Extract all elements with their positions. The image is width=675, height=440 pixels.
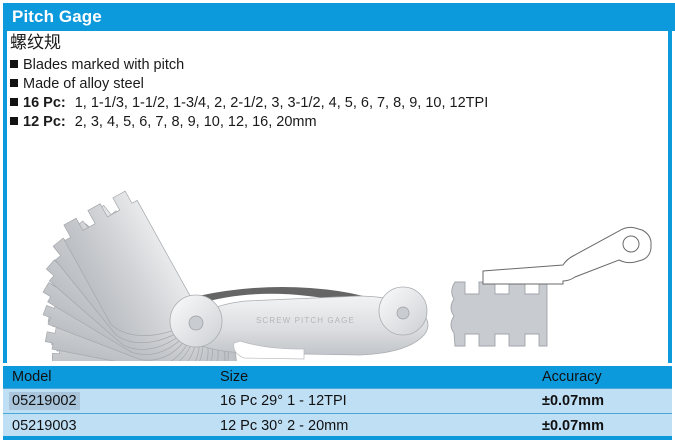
column-header-accuracy: Accuracy — [533, 366, 672, 389]
page-title: Pitch Gage — [12, 7, 102, 26]
table-bottom-rule — [3, 436, 672, 440]
rear-pivot-screw — [396, 306, 410, 320]
cell-accuracy: ±0.07mm — [533, 388, 672, 414]
feature-row-4: 12 Pc: 2, 3, 4, 5, 6, 7, 8, 9, 10, 12, 1… — [10, 113, 660, 132]
feature-label: 16 Pc: — [23, 95, 66, 111]
handle-engraving: SCREW PITCH GAGE — [256, 316, 355, 325]
specification-table: Model Size Accuracy 05219002 16 Pc 29° 1… — [3, 366, 672, 438]
column-header-size: Size — [211, 366, 533, 389]
cell-model[interactable]: 05219003 — [3, 413, 211, 438]
chinese-product-title: 螺纹规 — [10, 33, 61, 53]
square-bullet-icon — [10, 60, 18, 68]
feature-text: Made of alloy steel — [23, 76, 144, 92]
cell-accuracy: ±0.07mm — [533, 413, 672, 438]
product-photo: SCREW PITCH GAGE — [8, 163, 438, 440]
feature-label: 12 Pc: — [23, 114, 66, 130]
feature-text: 1, 1-1/3, 1-1/2, 1-3/4, 2, 2-1/2, 3, 3-1… — [74, 95, 489, 111]
table-row[interactable]: 05219002 16 Pc 29° 1 - 12TPI ±0.07mm — [3, 388, 672, 414]
pitch-gage-photograph-svg: SCREW PITCH GAGE — [42, 190, 429, 440]
gage-blade-outline — [482, 226, 652, 285]
handle-shadow — [198, 287, 408, 321]
table-row[interactable]: 05219003 12 Pc 30° 2 - 20mm ±0.07mm — [3, 413, 672, 438]
square-bullet-icon — [10, 98, 18, 106]
thread-profile-block — [450, 281, 548, 347]
cell-size: 12 Pc 30° 2 - 20mm — [211, 413, 533, 438]
page-header-bar: Pitch Gage — [3, 3, 675, 31]
square-bullet-icon — [10, 117, 18, 125]
model-number-selected[interactable]: 05219002 — [9, 392, 80, 410]
front-pivot-screw — [188, 315, 204, 331]
feature-row-1: Blades marked with pitch — [10, 56, 660, 75]
right-border-rail — [668, 31, 672, 363]
cell-model[interactable]: 05219002 — [3, 388, 211, 414]
feature-text: 2, 3, 4, 5, 6, 7, 8, 9, 10, 12, 16, 20mm — [74, 114, 317, 130]
cell-size: 16 Pc 29° 1 - 12TPI — [211, 388, 533, 414]
feature-row-2: Made of alloy steel — [10, 75, 660, 94]
square-bullet-icon — [10, 79, 18, 87]
blade-pivot-hole-icon — [622, 235, 640, 253]
column-header-model: Model — [3, 366, 211, 389]
technical-diagram — [443, 215, 665, 361]
pitch-gage-measuring-diagram-svg — [450, 226, 652, 347]
table-header-row: Model Size Accuracy — [3, 366, 672, 389]
feature-text: Blades marked with pitch — [23, 57, 185, 73]
specification-block: 螺纹规 Blades marked with pitch Made of all… — [10, 33, 660, 132]
left-border-rail — [3, 31, 7, 363]
handle-slot — [233, 340, 305, 360]
feature-row-3: 16 Pc: 1, 1-1/3, 1-1/2, 1-3/4, 2, 2-1/2,… — [10, 94, 660, 113]
